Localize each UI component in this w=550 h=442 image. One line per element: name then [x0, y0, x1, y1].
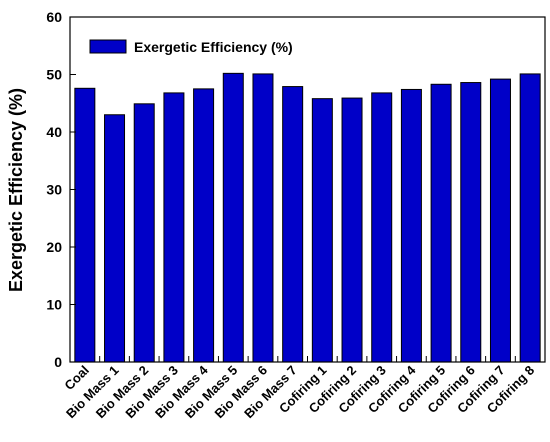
- y-tick-label: 60: [46, 9, 62, 25]
- bar: [74, 87, 96, 363]
- legend: Exergetic Efficiency (%): [89, 39, 293, 55]
- legend-swatch: [89, 39, 127, 54]
- bar: [371, 92, 393, 363]
- bar: [222, 72, 244, 363]
- bar: [489, 78, 511, 363]
- bar: [282, 86, 304, 363]
- x-axis-ticks: [99, 356, 516, 362]
- y-tick-label: 0: [54, 354, 62, 370]
- bar: [104, 114, 126, 363]
- y-tick-label: 40: [46, 124, 62, 140]
- bar: [460, 82, 482, 363]
- y-axis-ticks: 0 10 20 30 40 50 60: [46, 9, 76, 370]
- bar: [163, 92, 185, 363]
- plot-frame: [69, 16, 546, 363]
- bar: [133, 103, 155, 363]
- bar: [519, 73, 541, 363]
- y-tick-label: 30: [46, 182, 62, 198]
- bar: [252, 73, 274, 363]
- y-tick-label: 20: [46, 239, 62, 255]
- bar: [311, 98, 333, 363]
- bar: [193, 88, 215, 363]
- y-tick-label: 10: [46, 297, 62, 313]
- bar: [341, 97, 363, 363]
- y-tick-label: 50: [46, 67, 62, 83]
- y-axis-title: Exergetic Efficiency (%): [6, 88, 26, 292]
- bar: [430, 83, 452, 363]
- legend-label: Exergetic Efficiency (%): [134, 39, 293, 55]
- bars-group: [74, 72, 541, 363]
- bar: [400, 88, 422, 363]
